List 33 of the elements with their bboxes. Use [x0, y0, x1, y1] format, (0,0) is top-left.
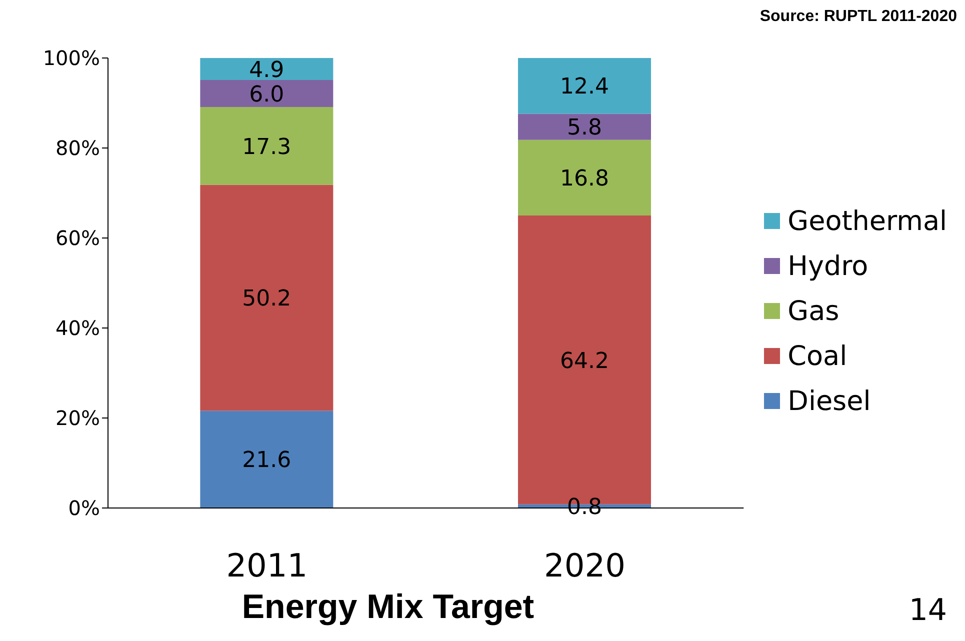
y-tick-label: 60%	[56, 226, 100, 250]
bar	[518, 58, 651, 114]
legend-label: Diesel	[788, 386, 871, 416]
bar	[200, 80, 334, 108]
data-label: 5.8	[567, 116, 602, 141]
bar	[200, 184, 334, 411]
legend-label: Geothermal	[788, 206, 947, 236]
data-label: 16.8	[560, 166, 609, 192]
bar	[518, 114, 651, 140]
legend-label: Gas	[788, 296, 840, 326]
legend-label: Coal	[788, 340, 848, 372]
bar	[200, 410, 334, 508]
y-tick-label: 100%	[42, 46, 100, 70]
y-tick-label: 20%	[56, 406, 100, 430]
data-label: 64.2	[560, 348, 609, 374]
legend-label: Hydro	[788, 250, 868, 282]
x-tick-label: 2020	[544, 546, 626, 585]
text: Energy Mix Target	[240, 588, 536, 627]
bar	[518, 140, 651, 216]
data-label: 4.9	[249, 58, 284, 83]
text: 14	[908, 593, 947, 628]
bar	[200, 58, 334, 80]
data-label: 12.4	[560, 74, 609, 100]
data-label: 21.6	[242, 448, 292, 474]
x-tick-label: 2011	[226, 546, 308, 585]
data-label: 6.0	[249, 82, 284, 108]
data-label: 50.2	[242, 286, 292, 312]
y-tick-label: 80%	[56, 136, 100, 160]
data-label: 17.3	[242, 134, 292, 160]
y-tick-label: 40%	[56, 316, 100, 340]
bar	[200, 107, 334, 185]
y-tick-label: 0%	[68, 496, 100, 520]
source-note: Source: RUPTL 2011-2020	[760, 8, 957, 26]
